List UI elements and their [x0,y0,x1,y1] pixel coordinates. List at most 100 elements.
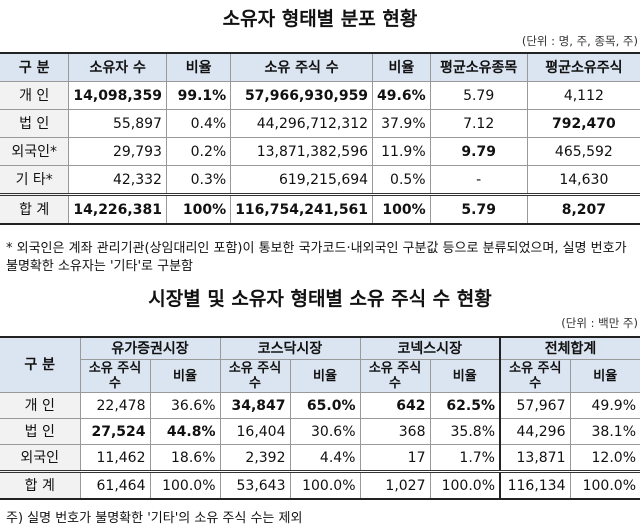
row-label: 합 계 [0,193,70,225]
sub-header: 소유 주식수 [359,359,431,393]
table-cell: 44,296 [499,418,571,445]
row-label: 외국인 [0,444,81,472]
table-cell: 792,470 [526,109,640,138]
table-cell: 29,793 [68,137,167,166]
table-cell: 13,871,382,596 [230,137,374,166]
table-cell: 1,027 [359,470,431,500]
table-row: 법 인 27,524 44.8% 16,404 30.6% 368 35.8% 44,296 3… [0,418,640,445]
table-cell: - [429,165,528,195]
table-cell: 55,897 [68,109,167,138]
table-cell: 1.7% [429,444,501,472]
table-cell: 2,392 [219,444,291,472]
sub-header: 비율 [149,359,221,393]
unit-label-2: (단위 : 백만 주) [561,316,638,330]
column-header: 비율 [165,52,232,82]
table-cell: 13,871 [499,444,571,472]
sub-header: 소유 주식수 [219,359,291,393]
table-cell: 0.3% [165,165,232,195]
table-cell: 465,592 [526,137,640,166]
table-cell: 17 [359,444,431,472]
table-cell: 100% [372,193,431,225]
table-cell: 11.9% [372,137,431,166]
row-label: 합 계 [0,470,81,500]
table-cell: 368 [359,418,431,445]
table-cell: 61,464 [79,470,151,500]
table-row: 합 계 14,226,381 100% 116,754,241,561 100% 5.79… [0,193,640,225]
title-ownership-distribution: 소유자 형태별 분포 현황 [222,8,418,30]
table-row: 외국인 11,462 18.6% 2,392 4.4% 17 1.7% 13,871 12.0% [0,444,640,472]
row-label: 개 인 [0,81,70,110]
table-cell: 18.6% [149,444,221,472]
table-cell: 53,643 [219,470,291,500]
table-cell: 27,524 [79,418,151,445]
sub-header: 비율 [289,359,361,393]
table-cell: 42,332 [68,165,167,195]
column-header: 소유 주식 수 [230,52,374,82]
sub-header: 비율 [569,359,640,393]
table-cell: 99.1% [165,81,232,110]
table-cell: 100.0% [429,470,501,500]
market-group-header: 코스닥시장 [219,336,361,360]
table-cell: 0.4% [165,109,232,138]
table-cell: 38.1% [569,418,640,445]
sub-header: 소유 주식수 [499,359,571,393]
table-row: 법 인 55,897 0.4% 44,296,712,312 37.9% 7.12 792,… [0,109,640,138]
footnote-foreigner: * 외국인은 계좌 관리기관(상임대리인 포함)이 통보한 국가코드·내외국인 … [6,241,627,274]
table-row: 합 계 61,464 100.0% 53,643 100.0% 1,027 100.0% 11… [0,470,640,500]
table-cell: 34,847 [219,392,291,419]
ownership-type-table: 구 분 소유자 수 비율 소유 주식 수 비율 평균소유종목 평균소유주식 개 인 14,09… [0,52,640,225]
column-header: 평균소유종목 [429,52,528,82]
table-cell: 12.0% [569,444,640,472]
sub-header: 소유 주식수 [80,359,151,393]
table-cell: 57,967 [499,392,571,419]
table-cell: 5.79 [429,81,528,110]
table-cell: 116,754,241,561 [230,193,374,225]
table-cell: 37.9% [372,109,431,138]
market-group-header: 코넥스시장 [359,336,501,360]
table-cell: 0.5% [372,165,431,195]
table-cell: 619,215,694 [230,165,374,195]
table-row: 개 인 22,478 36.6% 34,847 65.0% 642 62.5% 57,967 4… [0,392,640,419]
table-cell: 65.0% [289,392,361,419]
table-cell: 9.79 [429,137,528,166]
table-cell: 4,112 [526,81,640,110]
table-cell: 36.6% [149,392,221,419]
table-cell: 22,478 [79,392,151,419]
table-cell: 44,296,712,312 [230,109,374,138]
sub-header: 비율 [429,359,501,393]
table-cell: 100.0% [569,470,640,500]
table-row: 기 타* 42,332 0.3% 619,215,694 0.5% -14,630 [0,165,640,195]
table-cell: 14,098,359 [68,81,167,110]
table-cell: 0.2% [165,137,232,166]
column-header: 구 분 [0,52,70,82]
market-ownership-table: 구 분 유가증권시장 코스닥시장 코넥스시장 전체합계 소유 주식수 비율 소유 주식수 비율 소… [0,336,640,500]
table-cell: 49.9% [569,392,640,419]
table-cell: 5.79 [429,193,528,225]
table-cell: 100.0% [289,470,361,500]
table-row: 외국인* 29,793 0.2% 13,871,382,596 11.9% 9.79 465… [0,137,640,166]
table-cell: 100.0% [149,470,221,500]
unit-label-1: (단위 : 명, 주, 종목, 주) [521,34,638,48]
table-cell: 49.6% [372,81,431,110]
table-cell: 44.8% [149,418,221,445]
row-label: 개 인 [0,392,81,419]
table-cell: 14,226,381 [68,193,167,225]
corner-header: 구 분 [0,336,81,393]
table-cell: 8,207 [526,193,640,225]
table-cell: 57,966,930,959 [230,81,374,110]
row-label: 법 인 [0,109,70,138]
table-row: 개 인 14,098,359 99.1% 57,966,930,959 49.6% 5.7… [0,81,640,110]
market-group-header: 유가증권시장 [79,336,221,360]
footnote-excluded: 주) 실명 번호가 불명확한 '기타'의 소유 주식 수는 제외 [6,511,303,526]
title-market-ownership: 시장별 및 소유자 형태별 소유 주식 수 현황 [148,288,492,310]
table-cell: 30.6% [289,418,361,445]
table-cell: 16,404 [219,418,291,445]
row-label: 기 타* [0,165,70,195]
table-cell: 100% [165,193,232,225]
table-cell: 62.5% [429,392,501,419]
table-cell: 116,134 [499,470,571,500]
table-cell: 642 [359,392,431,419]
column-header: 평균소유주식 [526,52,640,82]
row-label: 외국인* [0,137,70,166]
table-cell: 7.12 [429,109,528,138]
